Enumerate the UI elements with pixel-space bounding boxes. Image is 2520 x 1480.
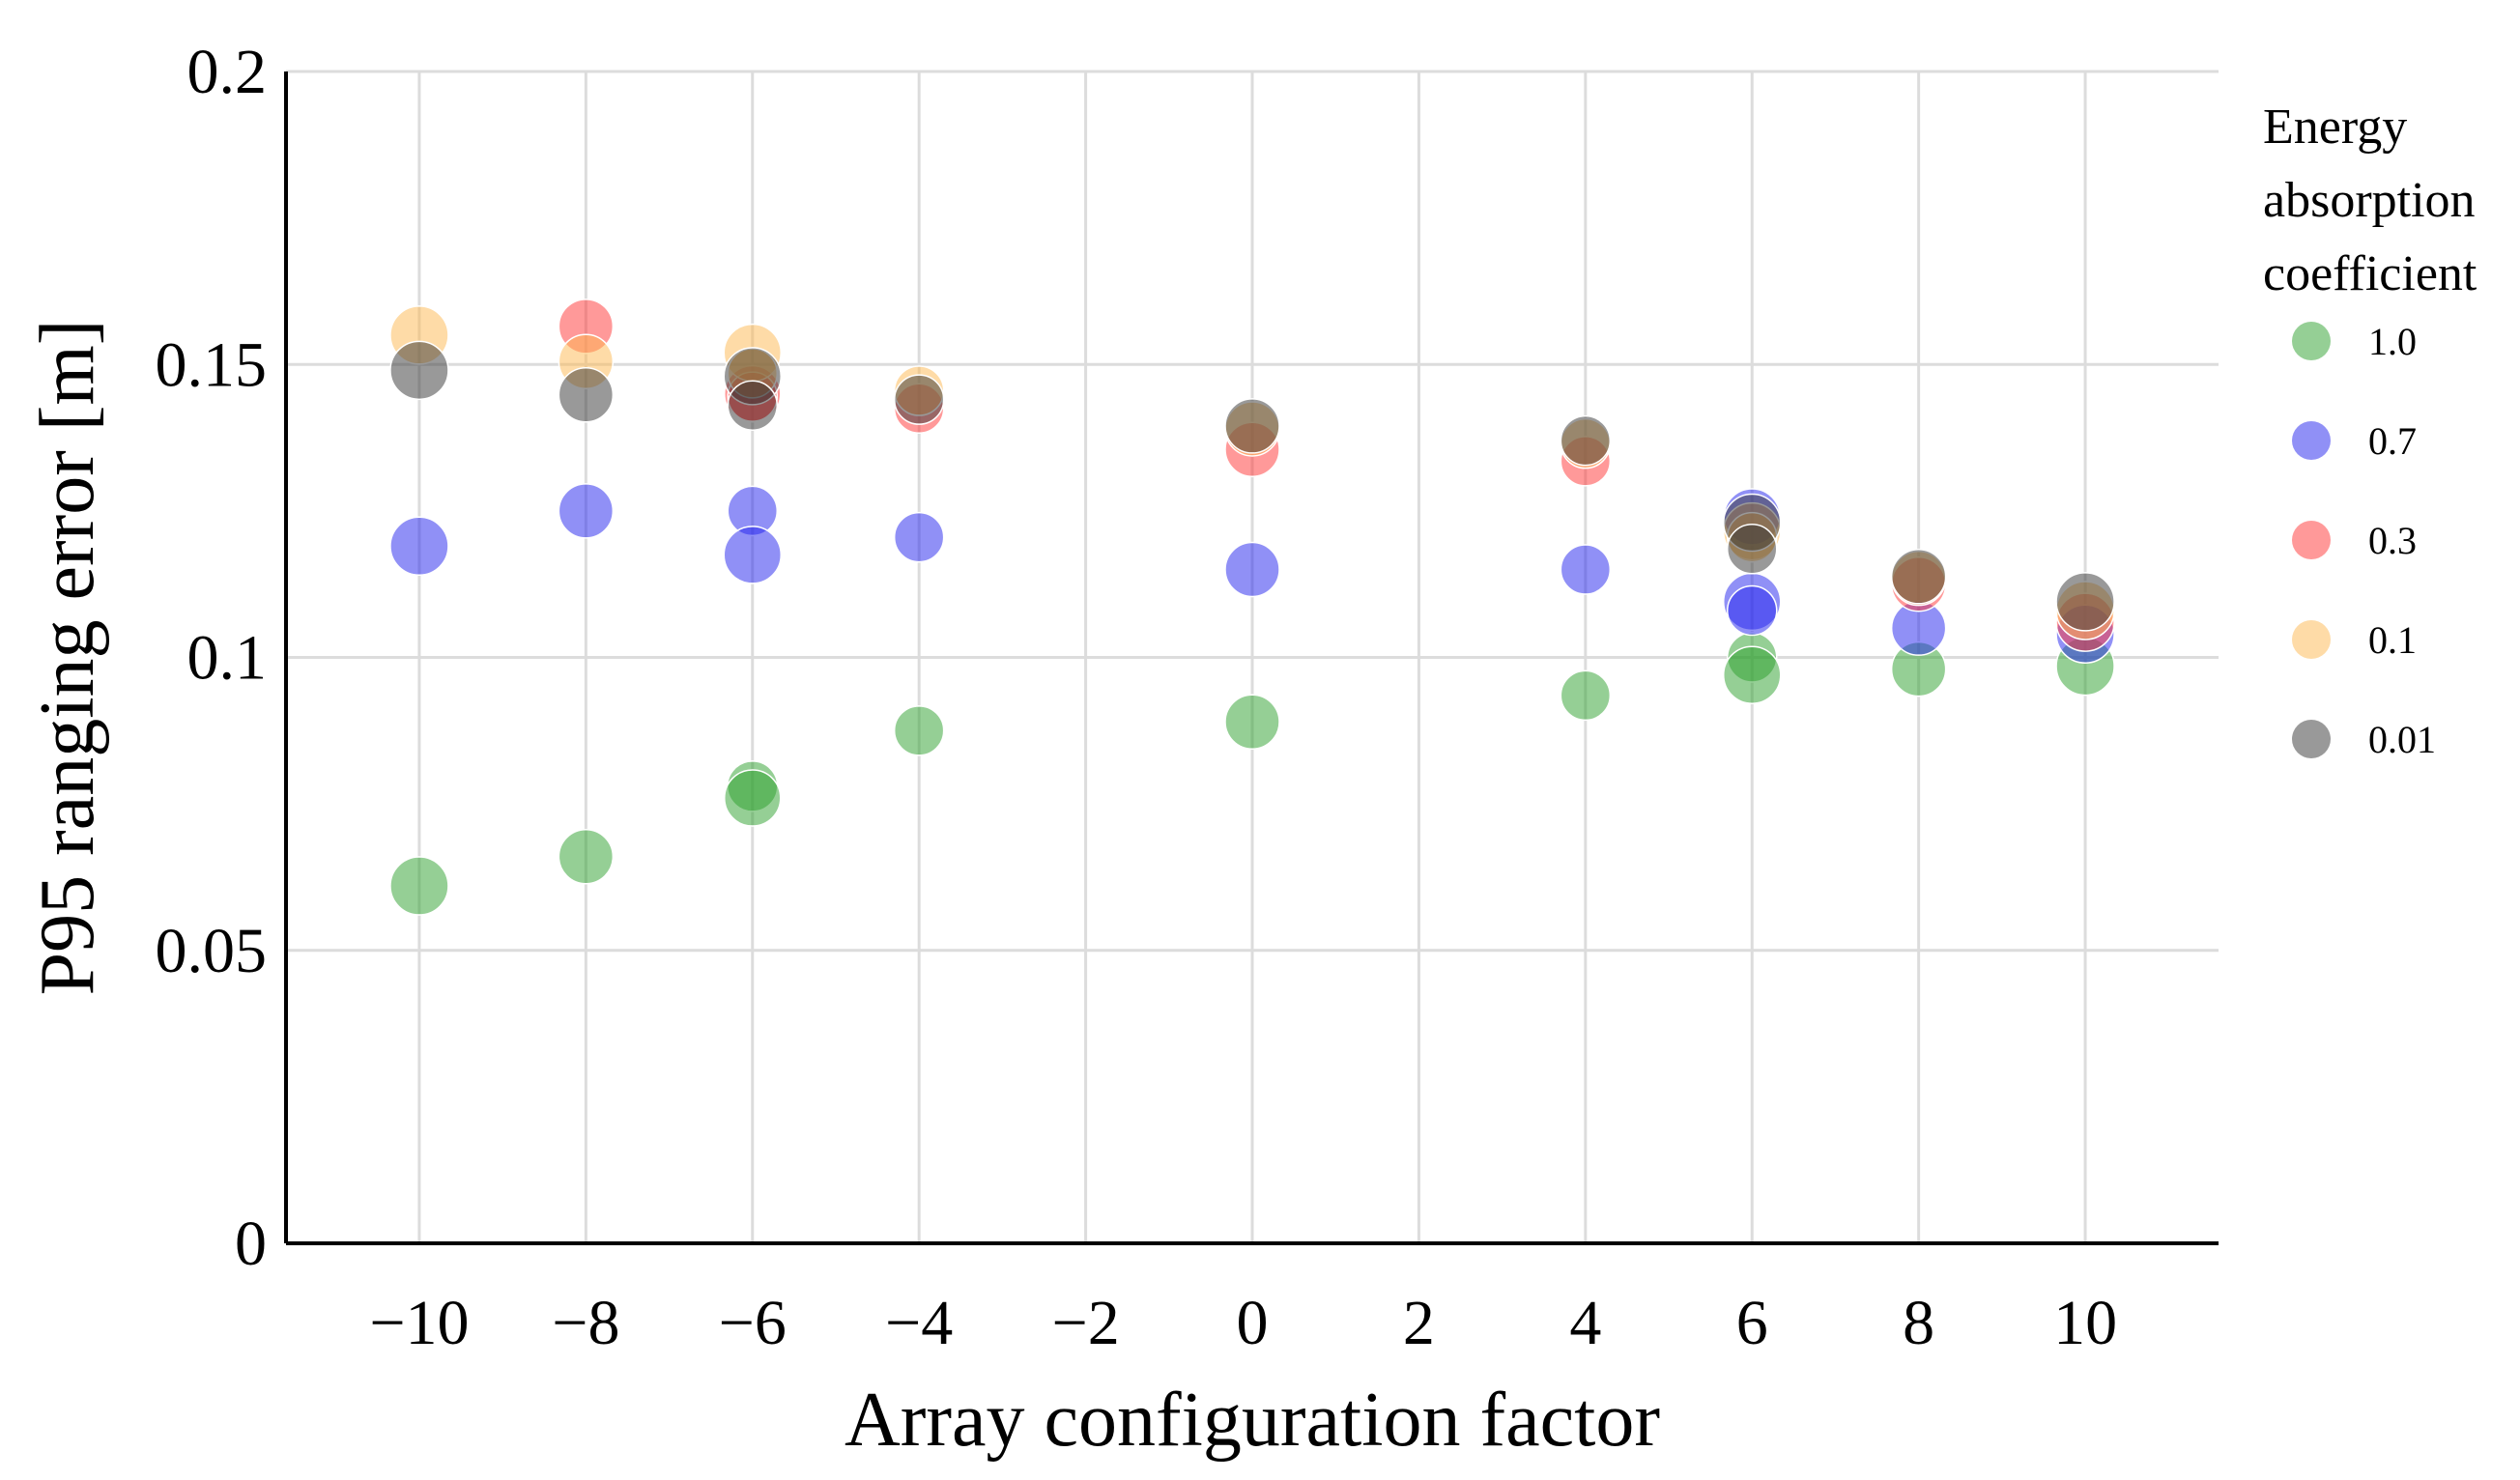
legend-title-line-3: coefficient (2263, 246, 2477, 301)
legend-marker (2292, 620, 2331, 659)
data-point-0-01 (2055, 572, 2115, 632)
data-points (389, 299, 2115, 916)
legend-marker (2292, 421, 2331, 460)
legend-title-line-2: absorption (2263, 173, 2476, 228)
legend-label: 0.7 (2368, 419, 2417, 463)
data-point-0-01 (389, 340, 449, 401)
data-point-0-01 (1560, 414, 1612, 467)
data-point-1-0 (893, 705, 945, 756)
data-point-0-7 (389, 516, 449, 577)
data-point-1-0 (1224, 694, 1280, 750)
x-tick-label: 6 (1736, 1288, 1768, 1358)
x-tick-label: 8 (1903, 1288, 1934, 1358)
legend: Energy absorption coefficient 1.0 0.7 0.3 0… (2263, 100, 2477, 761)
data-point-1-0 (389, 856, 449, 916)
x-tick-label: −6 (719, 1288, 787, 1358)
legend-title-line-1: Energy (2263, 100, 2407, 155)
data-point-1-0 (1722, 645, 1782, 704)
data-point-1-0 (1560, 669, 1612, 722)
x-tick-label: −4 (885, 1288, 953, 1358)
y-tick-label: 0.1 (187, 623, 268, 694)
y-tick-label: 0.05 (156, 916, 268, 986)
data-point-0-7 (558, 483, 615, 539)
data-point-0-7 (1560, 544, 1612, 595)
data-point-0-01 (558, 367, 615, 423)
y-tick-labels: 0 0.05 0.1 0.15 0.2 (156, 37, 268, 1279)
data-point-0-01 (727, 380, 779, 431)
x-tick-label: 4 (1569, 1288, 1601, 1358)
x-tick-labels: −10 −8 −6 −4 −2 0 2 4 6 8 10 (369, 1288, 2117, 1358)
axes (284, 71, 2219, 1245)
legend-marker (2292, 322, 2331, 360)
x-tick-label: 2 (1403, 1288, 1435, 1358)
data-point-0-01 (1224, 398, 1280, 454)
x-axis-title: Array configuration factor (845, 1378, 1660, 1463)
legend-label: 0.3 (2368, 519, 2417, 562)
x-tick-label: 10 (2053, 1288, 2117, 1358)
y-tick-label: 0 (235, 1209, 267, 1279)
legend-label: 0.01 (2368, 718, 2436, 761)
data-point-0-01 (893, 374, 945, 425)
x-tick-label: 0 (1237, 1288, 1269, 1358)
data-point-0-7 (1224, 541, 1280, 598)
x-tick-label: −8 (552, 1288, 619, 1358)
x-tick-label: −10 (369, 1288, 469, 1358)
data-point-1-0 (724, 769, 782, 827)
x-tick-label: −2 (1051, 1288, 1119, 1358)
legend-items: 1.0 0.7 0.3 0.1 0.01 (2292, 320, 2436, 761)
data-point-0-01 (1726, 524, 1778, 575)
y-axis-title: P95 ranging error [m] (25, 320, 110, 996)
data-point-1-0 (558, 828, 615, 885)
legend-label: 1.0 (2368, 320, 2417, 363)
y-tick-label: 0.2 (187, 37, 268, 107)
data-point-0-01 (1890, 549, 1947, 605)
legend-marker (2292, 720, 2331, 758)
data-point-0-7 (723, 526, 783, 584)
data-point-0-7 (893, 511, 945, 563)
y-tick-label: 0.15 (156, 329, 268, 400)
legend-label: 0.1 (2368, 618, 2417, 662)
legend-marker (2292, 521, 2331, 559)
data-point-0-7 (1726, 584, 1778, 637)
